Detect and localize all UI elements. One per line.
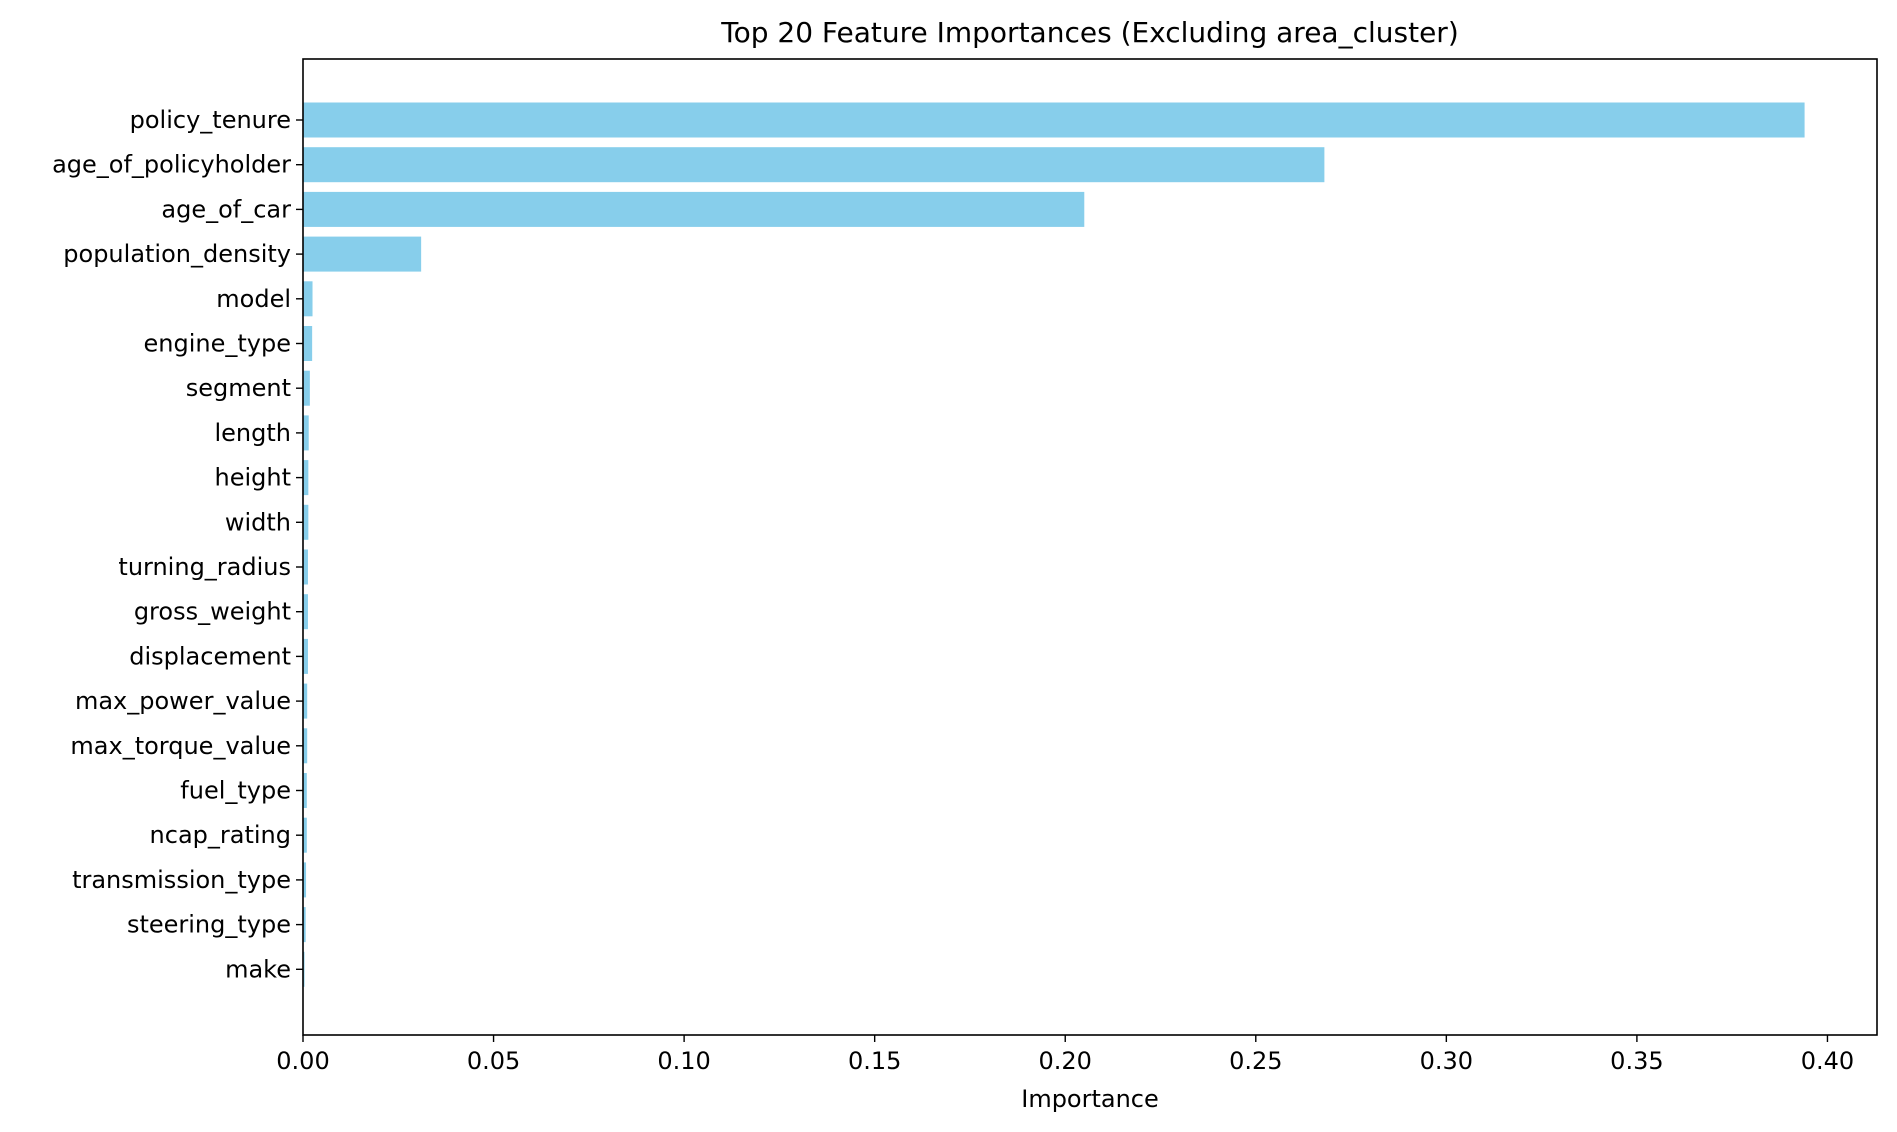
y-tick-label: engine_type xyxy=(144,330,291,358)
bars-layer xyxy=(303,102,1805,987)
y-tick-label: transmission_type xyxy=(72,866,291,894)
x-tick-label: 0.00 xyxy=(276,1047,329,1075)
y-tick-label: policy_tenure xyxy=(130,106,291,134)
bar-max-power-value xyxy=(303,683,308,719)
y-tick-label: age_of_policyholder xyxy=(52,151,291,179)
bar-segment xyxy=(303,370,310,406)
bar-population-density xyxy=(303,236,422,272)
bar-width xyxy=(303,504,309,540)
y-tick-label: ncap_rating xyxy=(150,821,291,849)
y-tick-label: length xyxy=(215,419,292,447)
chart-title: Top 20 Feature Importances (Excluding ar… xyxy=(720,16,1459,49)
x-axis-label: Importance xyxy=(1021,1085,1159,1113)
x-tick-label: 0.40 xyxy=(1801,1047,1854,1075)
y-tick-label: population_density xyxy=(63,240,291,268)
bar-length xyxy=(303,415,309,451)
bar-gross-weight xyxy=(303,594,308,630)
y-tick-label: fuel_type xyxy=(180,777,291,805)
bar-displacement xyxy=(303,638,308,674)
bar-model xyxy=(303,281,313,317)
x-axis-ticks: 0.00 0.05 0.10 0.15 0.20 0.25 0.30 0.35 0.40 xyxy=(276,1035,1854,1075)
y-tick-label: height xyxy=(215,464,292,492)
bar-policy-tenure xyxy=(303,102,1805,138)
bar-height xyxy=(303,460,309,496)
y-tick-label: displacement xyxy=(129,642,291,670)
x-tick-label: 0.30 xyxy=(1420,1047,1473,1075)
bar-turning-radius xyxy=(303,549,308,585)
y-axis-ticks: policy_tenure age_of_policyholder age_of_c… xyxy=(52,106,303,983)
y-tick-label: model xyxy=(216,285,291,313)
y-tick-label: make xyxy=(225,955,291,983)
y-tick-label: max_power_value xyxy=(75,687,291,715)
bar-engine-type xyxy=(303,326,313,361)
y-tick-label: age_of_car xyxy=(161,195,291,223)
bar-steering-type xyxy=(303,907,306,943)
bar-ncap-rating xyxy=(303,817,307,853)
bar-age-of-policyholder xyxy=(303,147,1325,183)
y-tick-label: max_torque_value xyxy=(70,732,291,760)
x-tick-label: 0.05 xyxy=(467,1047,520,1075)
bar-fuel-type xyxy=(303,773,307,808)
bar-age-of-car xyxy=(303,191,1085,227)
y-tick-label: width xyxy=(225,508,291,536)
x-tick-label: 0.25 xyxy=(1229,1047,1282,1075)
y-tick-label: segment xyxy=(186,374,291,402)
bar-max-torque-value xyxy=(303,728,308,764)
y-tick-label: gross_weight xyxy=(134,598,291,626)
bar-transmission-type xyxy=(303,862,307,898)
x-tick-label: 0.20 xyxy=(1039,1047,1092,1075)
x-tick-label: 0.15 xyxy=(848,1047,901,1075)
y-tick-label: turning_radius xyxy=(118,553,291,581)
plot-area-frame xyxy=(302,58,1878,1036)
x-tick-label: 0.10 xyxy=(657,1047,710,1075)
x-tick-label: 0.35 xyxy=(1610,1047,1663,1075)
y-tick-label: steering_type xyxy=(127,911,291,939)
